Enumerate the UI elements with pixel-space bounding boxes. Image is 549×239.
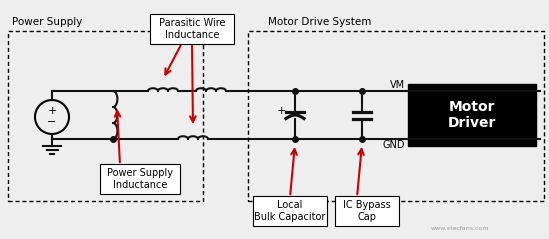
Text: Parasitic Wire
Inductance: Parasitic Wire Inductance — [159, 18, 225, 40]
Text: +: + — [47, 106, 57, 116]
Text: Power Supply
Inductance: Power Supply Inductance — [107, 168, 173, 190]
Text: VM: VM — [390, 80, 405, 90]
Text: +: + — [276, 106, 285, 116]
Text: Motor
Driver: Motor Driver — [448, 100, 496, 130]
Text: Local
Bulk Capacitor: Local Bulk Capacitor — [254, 200, 326, 222]
FancyBboxPatch shape — [335, 196, 399, 226]
FancyBboxPatch shape — [100, 164, 180, 194]
Text: −: − — [47, 117, 57, 127]
FancyBboxPatch shape — [408, 84, 536, 146]
Text: GND: GND — [383, 140, 405, 150]
FancyBboxPatch shape — [150, 14, 234, 44]
Text: Motor Drive System: Motor Drive System — [268, 17, 371, 27]
FancyBboxPatch shape — [253, 196, 327, 226]
Text: IC Bypass
Cap: IC Bypass Cap — [343, 200, 391, 222]
Text: Power Supply: Power Supply — [12, 17, 82, 27]
Text: www.elecfans.com: www.elecfans.com — [431, 226, 489, 231]
